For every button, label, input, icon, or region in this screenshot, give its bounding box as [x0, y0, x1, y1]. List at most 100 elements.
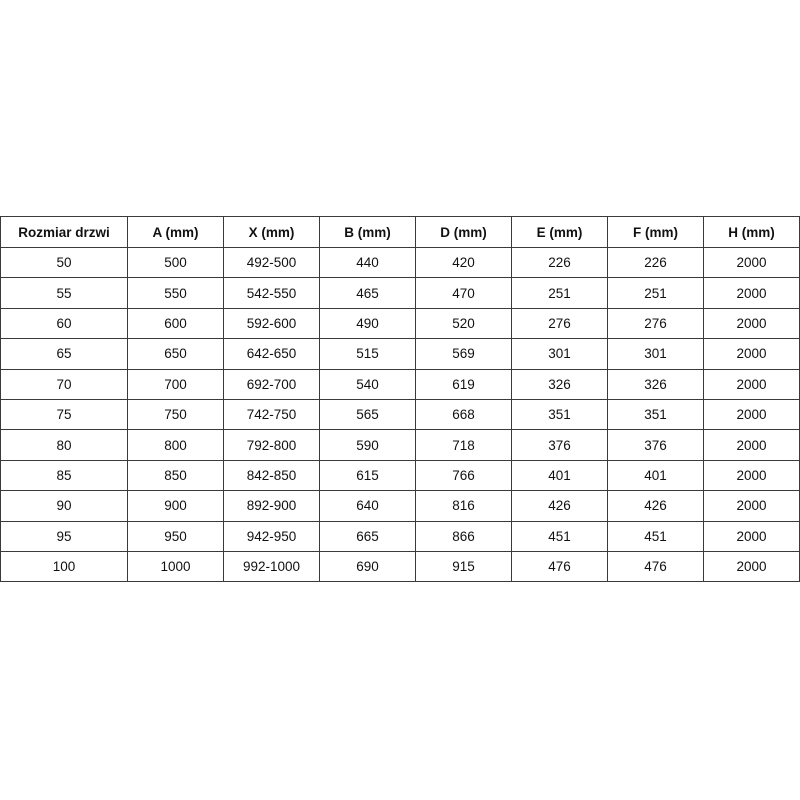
table-cell: 276	[511, 307, 608, 340]
table-cell: 892-900	[223, 490, 320, 522]
table-cell: 668	[415, 398, 512, 431]
table-cell: 615	[319, 459, 416, 492]
table-cell: 80	[0, 429, 128, 461]
table-cell: 420	[415, 246, 512, 279]
table-cell: 950	[127, 520, 224, 552]
table-cell: 565	[319, 398, 416, 431]
table-cell: 60	[0, 307, 128, 340]
table-cell: 376	[607, 429, 704, 461]
column-header: F (mm)	[607, 216, 704, 248]
table-cell: 915	[415, 550, 512, 583]
table-cell: 866	[415, 520, 512, 552]
table-cell: 251	[607, 277, 704, 309]
table-cell: 226	[511, 246, 608, 279]
column-header: D (mm)	[415, 216, 512, 248]
table-cell: 665	[319, 520, 416, 552]
table-row: 85 850 842-850 615 766 401 401 2000	[0, 459, 800, 492]
table-cell: 1000	[127, 550, 224, 583]
table-cell: 401	[511, 459, 608, 492]
table-cell: 992-1000	[223, 550, 320, 583]
table-cell: 742-750	[223, 398, 320, 431]
table-cell: 50	[0, 246, 128, 279]
table-cell: 351	[511, 398, 608, 431]
table-cell: 692-700	[223, 368, 320, 400]
column-header: A (mm)	[127, 216, 224, 248]
table-cell: 276	[607, 307, 704, 340]
table-cell: 900	[127, 490, 224, 522]
column-header: X (mm)	[223, 216, 320, 248]
table-cell: 2000	[703, 277, 800, 309]
table-cell: 2000	[703, 398, 800, 431]
table-cell: 2000	[703, 550, 800, 583]
table-cell: 850	[127, 459, 224, 492]
table-row: 80 800 792-800 590 718 376 376 2000	[0, 429, 800, 461]
header-row: Rozmiar drzwi A (mm) X (mm) B (mm) D (mm) E (…	[0, 216, 800, 248]
table-cell: 569	[415, 338, 512, 370]
table-row: 100 1000 992-1000 690 915 476 476 2000	[0, 550, 800, 583]
table-cell: 301	[607, 338, 704, 370]
table-cell: 842-850	[223, 459, 320, 492]
column-header: Rozmiar drzwi	[0, 216, 128, 248]
table-cell: 100	[0, 550, 128, 583]
table-cell: 2000	[703, 490, 800, 522]
table-cell: 2000	[703, 429, 800, 461]
table-cell: 942-950	[223, 520, 320, 552]
table-cell: 600	[127, 307, 224, 340]
table-cell: 476	[511, 550, 608, 583]
table-row: 75 750 742-750 565 668 351 351 2000	[0, 398, 800, 431]
table-cell: 650	[127, 338, 224, 370]
table-cell: 619	[415, 368, 512, 400]
table-cell: 476	[607, 550, 704, 583]
table-cell: 451	[607, 520, 704, 552]
table-cell: 2000	[703, 368, 800, 400]
table-cell: 95	[0, 520, 128, 552]
table-row: 55 550 542-550 465 470 251 251 2000	[0, 277, 800, 309]
table-cell: 2000	[703, 307, 800, 340]
table-cell: 226	[607, 246, 704, 279]
column-header: H (mm)	[703, 216, 800, 248]
table-cell: 700	[127, 368, 224, 400]
table-cell: 592-600	[223, 307, 320, 340]
table-cell: 642-650	[223, 338, 320, 370]
table-cell: 376	[511, 429, 608, 461]
table-cell: 326	[607, 368, 704, 400]
table-cell: 426	[607, 490, 704, 522]
table-cell: 520	[415, 307, 512, 340]
table-cell: 90	[0, 490, 128, 522]
table-cell: 85	[0, 459, 128, 492]
table-cell: 55	[0, 277, 128, 309]
table-cell: 75	[0, 398, 128, 431]
table-cell: 718	[415, 429, 512, 461]
table-cell: 301	[511, 338, 608, 370]
table-cell: 465	[319, 277, 416, 309]
table-cell: 816	[415, 490, 512, 522]
table-cell: 470	[415, 277, 512, 309]
table-cell: 401	[607, 459, 704, 492]
table-cell: 326	[511, 368, 608, 400]
column-header: E (mm)	[511, 216, 608, 248]
table-cell: 351	[607, 398, 704, 431]
table-row: 70 700 692-700 540 619 326 326 2000	[0, 368, 800, 400]
table-cell: 2000	[703, 520, 800, 552]
table-cell: 65	[0, 338, 128, 370]
table-cell: 2000	[703, 338, 800, 370]
table-row: 65 650 642-650 515 569 301 301 2000	[0, 338, 800, 370]
table-row: 50 500 492-500 440 420 226 226 2000	[0, 246, 800, 279]
table-cell: 515	[319, 338, 416, 370]
table-cell: 500	[127, 246, 224, 279]
table-cell: 766	[415, 459, 512, 492]
table-cell: 800	[127, 429, 224, 461]
table-cell: 590	[319, 429, 416, 461]
table-cell: 426	[511, 490, 608, 522]
table-cell: 540	[319, 368, 416, 400]
table-row: 90 900 892-900 640 816 426 426 2000	[0, 490, 800, 522]
column-header: B (mm)	[319, 216, 416, 248]
table-row: 95 950 942-950 665 866 451 451 2000	[0, 520, 800, 552]
door-size-table: Rozmiar drzwi A (mm) X (mm) B (mm) D (mm) E (…	[0, 216, 800, 583]
table-cell: 2000	[703, 246, 800, 279]
table-row: 60 600 592-600 490 520 276 276 2000	[0, 307, 800, 340]
table-cell: 640	[319, 490, 416, 522]
table-cell: 440	[319, 246, 416, 279]
table-cell: 2000	[703, 459, 800, 492]
table-cell: 750	[127, 398, 224, 431]
